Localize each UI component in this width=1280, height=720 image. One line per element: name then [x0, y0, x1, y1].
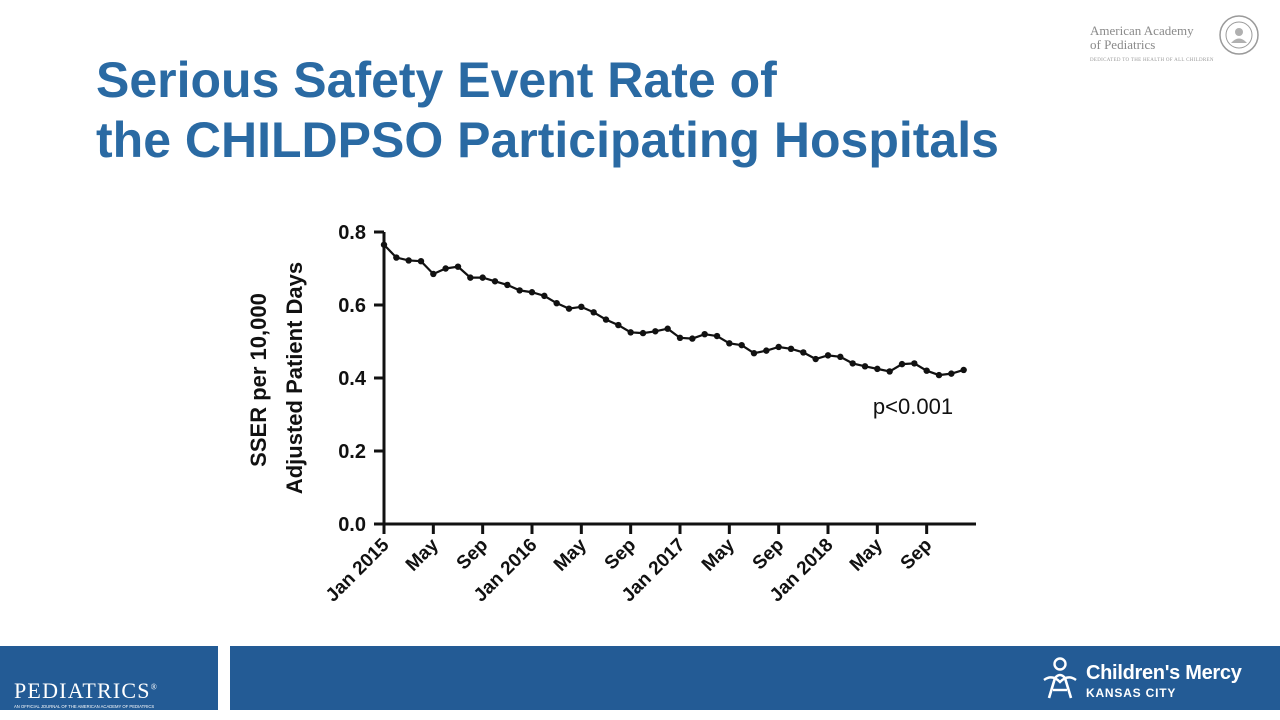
series-line	[383, 244, 964, 377]
aap-name-line2: of Pediatrics	[1090, 37, 1156, 52]
y-tick-label: 0.8	[338, 222, 366, 244]
data-point	[565, 305, 573, 312]
data-point	[504, 281, 511, 289]
childrens-mercy-icon	[1043, 657, 1077, 699]
data-point	[812, 355, 819, 363]
pediatrics-footer-panel: PEDIATRICS® AN OFFICIAL JOURNAL OF THE A…	[0, 646, 218, 710]
pediatrics-subtitle: AN OFFICIAL JOURNAL OF THE AMERICAN ACAD…	[14, 704, 155, 709]
data-point	[467, 274, 474, 281]
data-point	[763, 347, 770, 354]
data-point	[923, 367, 930, 374]
data-point	[639, 329, 647, 337]
data-point	[442, 265, 449, 272]
x-tick-label: May	[402, 534, 443, 575]
data-point	[849, 360, 856, 367]
childrens-mercy-name: Children's Mercy	[1086, 662, 1242, 684]
y-tick-label: 0.4	[338, 368, 367, 390]
x-tick-label: Sep	[749, 535, 788, 574]
data-point	[726, 340, 733, 347]
data-point	[590, 309, 597, 316]
x-tick-label: May	[698, 534, 739, 575]
pediatrics-logo: PEDIATRICS®	[14, 678, 158, 704]
data-point	[775, 343, 782, 351]
data-point	[750, 349, 758, 357]
x-tick-label: Sep	[453, 535, 492, 574]
pediatrics-wordmark: PEDIATRICS	[14, 678, 151, 703]
data-point	[787, 345, 795, 352]
slide-title: Serious Safety Event Rate of the CHILDPS…	[96, 50, 999, 170]
data-point	[874, 365, 881, 373]
data-point	[430, 270, 437, 278]
data-point	[491, 278, 499, 285]
aap-tagline: DEDICATED TO THE HEALTH OF ALL CHILDREN	[1090, 58, 1214, 63]
p-value-annotation: p<0.001	[873, 394, 953, 419]
data-point	[615, 321, 622, 329]
data-point	[417, 258, 425, 265]
data-point	[393, 254, 400, 261]
data-point	[948, 370, 955, 377]
y-axis-label-line1: SSER per 10,000	[246, 293, 271, 467]
data-point	[528, 289, 536, 296]
x-tick-label: Sep	[897, 535, 936, 574]
data-point	[861, 363, 869, 370]
series-points	[380, 241, 967, 379]
x-tick-label: May	[550, 534, 591, 575]
childrens-mercy-city: KANSAS CITY	[1086, 686, 1177, 700]
data-point	[800, 349, 807, 356]
data-point	[454, 263, 462, 270]
y-tick-label: 0.2	[338, 441, 366, 463]
data-point	[380, 241, 388, 248]
data-point	[405, 257, 412, 264]
y-axis-label-line2: Adjusted Patient Days	[282, 262, 307, 494]
data-point	[935, 371, 943, 379]
y-tick-label: 0.6	[338, 295, 366, 317]
data-point	[541, 292, 548, 300]
data-point	[713, 332, 721, 340]
data-point	[553, 299, 560, 307]
data-point	[898, 360, 906, 368]
x-tick-label: Jan 2015	[322, 534, 394, 606]
data-point	[911, 360, 918, 367]
data-point	[738, 341, 745, 349]
data-point	[602, 316, 610, 323]
registered-mark: ®	[150, 682, 158, 692]
data-point	[960, 366, 967, 374]
data-point	[664, 325, 671, 332]
data-point	[652, 328, 659, 335]
y-tick-label: 0.0	[338, 514, 366, 536]
slide-title-line2: the CHILDPSO Participating Hospitals	[96, 112, 999, 168]
data-point	[676, 334, 684, 342]
y-axis-ticks: 0.0 0.2 0.4 0.6 0.8	[338, 222, 384, 536]
data-point	[479, 274, 486, 281]
data-point	[516, 287, 523, 294]
x-tick-label: Sep	[601, 535, 640, 574]
data-point	[578, 303, 585, 311]
data-point	[886, 368, 893, 375]
aap-logo: American Academy of Pediatrics DEDICATED…	[1086, 14, 1266, 72]
data-point	[701, 331, 708, 338]
data-point	[689, 335, 696, 342]
x-tick-label: May	[846, 534, 887, 575]
data-point	[837, 353, 844, 361]
data-point	[824, 352, 832, 359]
footer-banner	[230, 646, 1280, 710]
aap-name-line1: American Academy	[1090, 23, 1194, 38]
childrens-mercy-logo: Children's Mercy KANSAS CITY	[1040, 656, 1270, 704]
aap-seal-icon	[1219, 15, 1259, 55]
slide-title-line1: Serious Safety Event Rate of	[96, 52, 777, 108]
data-point	[627, 329, 634, 336]
